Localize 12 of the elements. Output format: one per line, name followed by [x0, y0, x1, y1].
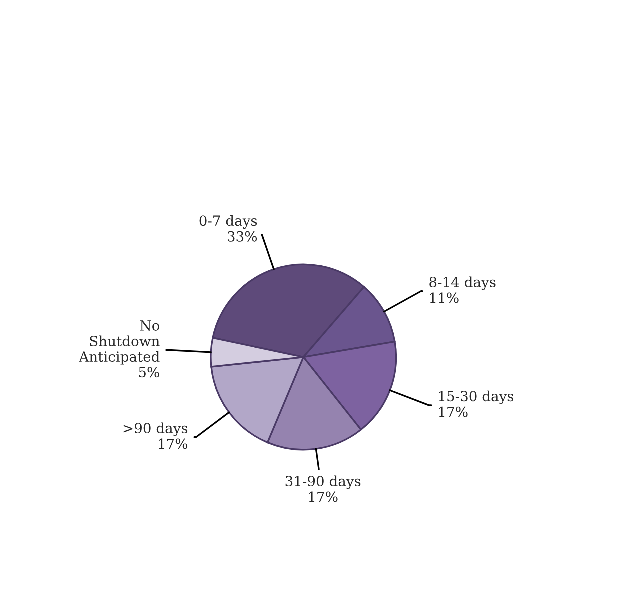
data-label: 11% [430, 292, 459, 304]
data-label: 33% [228, 231, 258, 242]
data-label: 17% [159, 438, 188, 450]
slice-label: 15-30 days [439, 390, 514, 404]
data-label: 17% [439, 406, 468, 418]
data-label: 17% [309, 492, 338, 502]
slice-label: 31-90 days [286, 476, 361, 490]
slice-label: >90 days [124, 422, 188, 436]
slice-label: 8-14 days [430, 276, 496, 290]
slice-label: 0-7 days [200, 215, 258, 229]
data-label: 5% [139, 367, 160, 378]
slice-label: No Shutdown Anticipated [79, 320, 160, 365]
